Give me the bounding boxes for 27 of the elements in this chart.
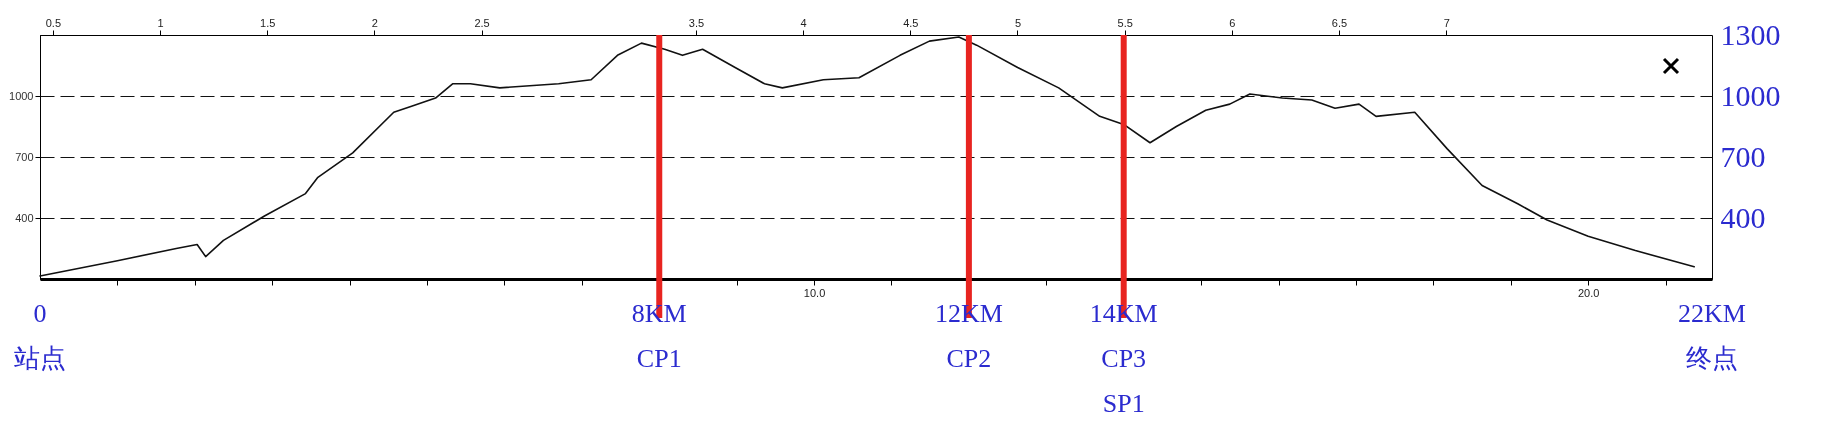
y2-tick-label: 1300 — [1720, 17, 1781, 51]
text: 22KM 终点 — [1678, 299, 1746, 373]
x2-tick-label: 0.5 — [45, 16, 62, 29]
x2-tick-label: 4.5 — [903, 16, 919, 29]
y2-tick-label: 700 — [1720, 139, 1766, 173]
ref-line-label: 14KM CP3 SP1 — [1089, 299, 1158, 418]
x2-tick-label: 1.5 — [260, 16, 276, 29]
x-tick-label: 10.0 — [803, 286, 826, 299]
ref-line-label: 12KM CP2 — [934, 299, 1003, 373]
x2-tick-label: 2.5 — [474, 16, 490, 29]
text: 0 站点 — [14, 299, 66, 373]
x2-tick-label: 5.5 — [1117, 16, 1133, 29]
x-tick-label: 20.0 — [1577, 286, 1600, 299]
x2-tick-label: 6 — [1229, 16, 1236, 29]
x2-tick-label: 6.5 — [1331, 16, 1348, 29]
y2-tick-label: 400 — [1720, 200, 1766, 234]
x2-tick-label: 2 — [371, 16, 378, 29]
x2-tick-label: 1 — [157, 16, 164, 29]
x2-tick-label: 7 — [1443, 16, 1450, 29]
y-tick-label: 1000 — [9, 89, 34, 102]
y2-tick-label: 1000 — [1720, 78, 1781, 112]
ref-line-label: 8KM CP1 — [631, 299, 687, 373]
x2-tick-label: 4 — [800, 16, 807, 29]
x2-tick-label: 5 — [1014, 16, 1022, 29]
y-tick-label: 700 — [15, 150, 34, 163]
y-tick-label: 400 — [15, 211, 34, 224]
x2-tick-label: 3.5 — [688, 16, 705, 29]
